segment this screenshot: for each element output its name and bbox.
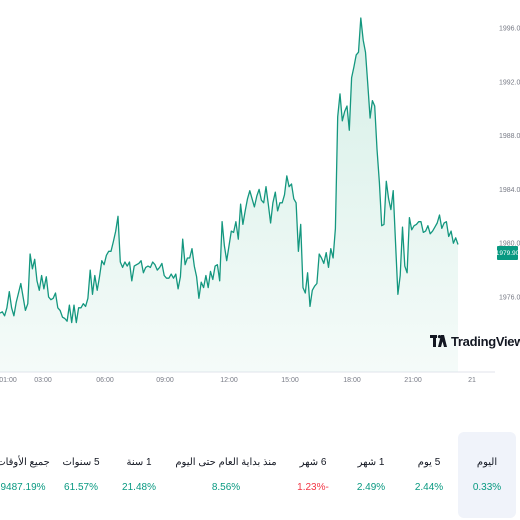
period-change-value: 2.44% [414,482,444,493]
period-change-value: 21.48% [122,482,156,493]
x-tick-label: 09:00 [156,377,174,384]
period-label: 5 سنوات [62,457,100,468]
period-label: 1 سنة [126,457,152,468]
x-tick-label: 21:00 [404,377,422,384]
period-change-value: 61.57% [64,482,98,493]
y-tick-label: 1988.00 [499,133,520,140]
period-change-value: 2.49% [356,482,386,493]
period-label: 5 يوم [417,457,441,468]
x-tick-label: 03:00 [34,377,52,384]
x-axis: 01:00 03:00 06:00 09:00 12:00 15:00 18:00 21:00… [0,377,476,384]
period-change-value: 1.23%- [297,482,329,493]
period-tab[interactable]: جميع الأوقات 9487.19% [0,432,52,518]
period-label: 1 شهر [357,457,385,468]
period-label: اليوم [476,457,498,468]
period-label: منذ بداية العام حتى اليوم [175,457,277,468]
tradingview-brand-text: TradingView [451,333,520,349]
period-change-value: 8.56% [211,482,241,493]
tradingview-logo-icon [430,335,447,347]
period-tab[interactable]: 5 يوم 2.44% [400,432,458,518]
x-tick-label: 18:00 [343,377,361,384]
x-tick-label: 21 [468,377,476,384]
y-tick-label: 1984.00 [499,187,520,194]
period-tab[interactable]: 5 سنوات 61.57% [52,432,110,518]
x-tick-label: 12:00 [220,377,238,384]
y-tick-label: 1992.00 [499,79,520,86]
tradingview-watermark[interactable]: TradingView [430,331,520,351]
price-series-line [0,17,459,324]
y-tick-label: 1980.00 [499,241,520,248]
period-tab[interactable]: اليوم 0.33% [458,432,516,518]
price-chart-svg[interactable]: 1976.00 1980.00 1984.00 1988.00 1992.00 1996.… [0,0,520,400]
period-label: 6 شهر [299,457,327,468]
y-tick-label: 1976.00 [499,295,520,302]
x-tick-label: 01:00 [0,377,17,384]
y-axis: 1976.00 1980.00 1984.00 1988.00 1992.00 1996.… [499,26,520,302]
period-tab[interactable]: 1 سنة 21.48% [110,432,168,518]
x-tick-label: 15:00 [281,377,299,384]
period-tab[interactable]: 6 شهر 1.23%- [284,432,342,518]
price-chart[interactable]: 1976.00 1980.00 1984.00 1988.00 1992.00 1996.… [0,0,520,400]
period-change-value: 0.33% [472,482,502,493]
period-change-value: 9487.19% [0,482,46,493]
performance-periods: اليوم 0.33% 5 يوم 2.44% 1 شهر 2.49% 6 شهر 1.23%… [0,432,520,518]
y-tick-label: 1996.00 [499,26,520,33]
x-tick-label: 06:00 [96,377,114,384]
current-price-badge: 1979.90 [496,246,519,260]
period-tab[interactable]: منذ بداية العام حتى اليوم 8.56% [168,432,284,518]
period-tab[interactable]: 1 شهر 2.49% [342,432,400,518]
price-area-fill [0,18,458,372]
period-label: جميع الأوقات [0,457,50,468]
